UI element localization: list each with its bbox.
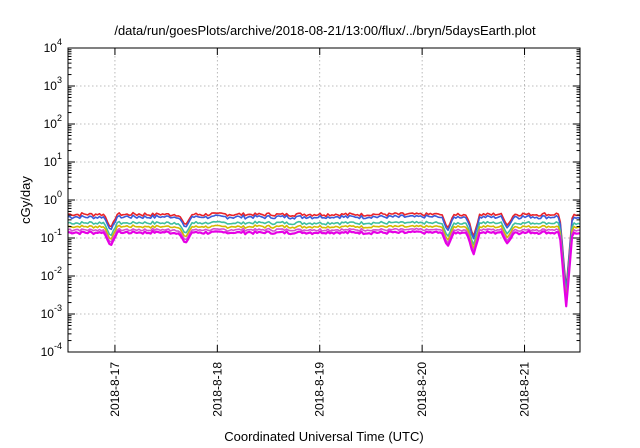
y-tick-label: 103 [44, 75, 62, 93]
x-tick-label: 2018-8-20 [415, 362, 429, 417]
y-tick-label: 101 [44, 151, 62, 169]
y-tick-label: 10-4 [41, 341, 62, 359]
series-line [67, 214, 581, 292]
series-line [67, 227, 581, 305]
x-tick-labels: 2018-8-17 2018-8-18 2018-8-19 2018-8-20 2018… [108, 362, 532, 417]
x-tick-label: 2018-8-18 [210, 362, 224, 417]
x-axis-label: Coordinated Universal Time (UTC) [224, 429, 423, 444]
series-line [67, 211, 581, 289]
y-tick-label: 10-2 [41, 265, 62, 283]
y-tick-label: 10-1 [41, 227, 62, 245]
x-tick-label: 2018-8-21 [518, 362, 532, 417]
chart-title: /data/run/goesPlots/archive/2018-08-21/1… [114, 23, 536, 38]
series-line [67, 229, 581, 308]
series-line [67, 224, 581, 302]
y-tick-label: 10-3 [41, 303, 62, 321]
grid [68, 48, 580, 352]
y-axis-label: cGy/day [18, 176, 33, 224]
series-lines [67, 211, 581, 308]
x-tick-label: 2018-8-17 [108, 362, 122, 417]
y-tick-labels: 10-4 10-3 10-2 10-1 100 101 102 103 104 [41, 37, 62, 359]
x-tick-label: 2018-8-19 [313, 362, 327, 417]
axis-ticks [68, 47, 580, 353]
series-line [67, 220, 581, 298]
y-tick-label: 104 [44, 37, 62, 55]
y-tick-label: 100 [44, 189, 62, 207]
y-tick-label: 102 [44, 113, 62, 131]
